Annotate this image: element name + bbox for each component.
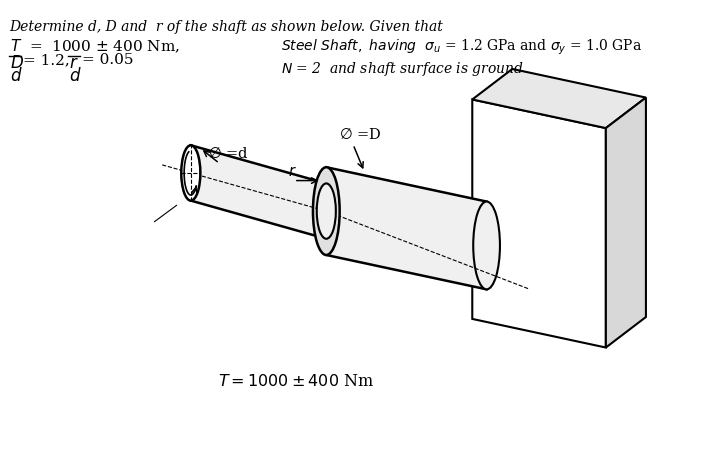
Text: Determine d, D and  r of the shaft as shown below. Given that: Determine d, D and r of the shaft as sho… xyxy=(9,20,444,34)
Text: $\varnothing$ =d: $\varnothing$ =d xyxy=(208,146,249,161)
Text: $d$: $d$ xyxy=(69,67,81,85)
Text: $r$: $r$ xyxy=(288,165,297,179)
Ellipse shape xyxy=(181,145,201,201)
Text: = 0.05: = 0.05 xyxy=(82,53,134,67)
Text: $\varnothing$ =D: $\varnothing$ =D xyxy=(339,127,381,142)
Polygon shape xyxy=(472,69,646,128)
Text: $T = 1000 \pm 400$ Nm: $T = 1000 \pm 400$ Nm xyxy=(218,373,374,390)
Text: $N$ = 2  and shaft surface is ground: $N$ = 2 and shaft surface is ground xyxy=(281,60,524,78)
Text: $d$: $d$ xyxy=(9,67,22,85)
Text: $T$  =  1000 $\pm$ 400 Nm,: $T$ = 1000 $\pm$ 400 Nm, xyxy=(9,37,180,55)
Ellipse shape xyxy=(313,167,339,255)
Text: $r$: $r$ xyxy=(69,55,78,72)
Polygon shape xyxy=(191,145,326,239)
Ellipse shape xyxy=(317,183,336,239)
Ellipse shape xyxy=(473,202,500,289)
Text: $\it{Steel\ Shaft,\ having}$  $\sigma_u$ = 1.2 GPa and $\sigma_y$ = 1.0 GPa: $\it{Steel\ Shaft,\ having}$ $\sigma_u$ … xyxy=(281,37,643,57)
Polygon shape xyxy=(606,97,646,348)
Text: = 1.2,: = 1.2, xyxy=(23,53,70,67)
Text: $D$: $D$ xyxy=(9,55,24,72)
Polygon shape xyxy=(472,100,606,348)
Polygon shape xyxy=(326,167,487,289)
